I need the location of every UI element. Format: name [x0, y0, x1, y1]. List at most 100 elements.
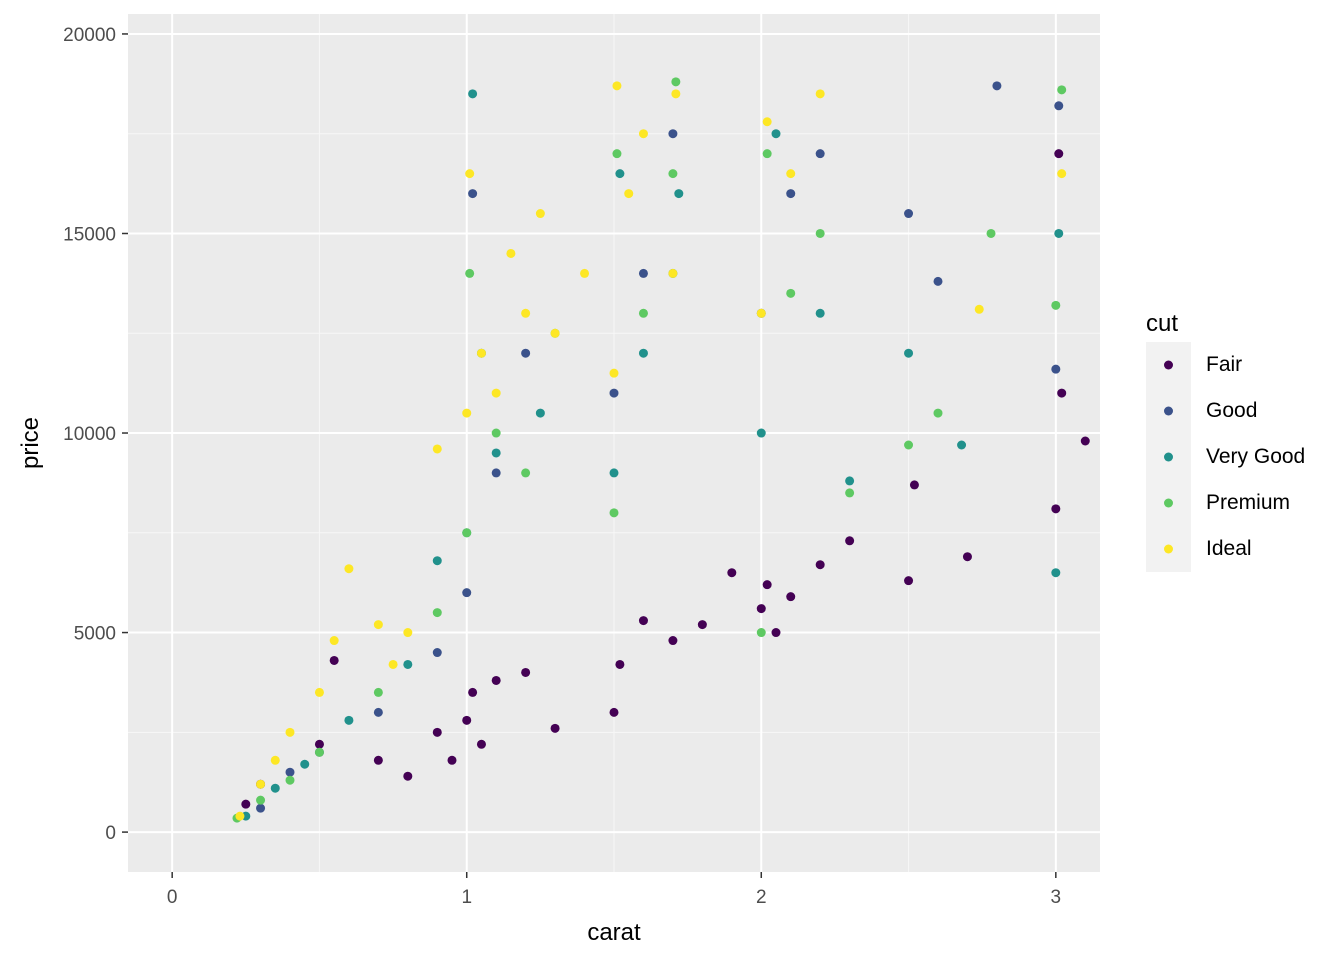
legend-title: cut — [1146, 310, 1179, 337]
data-point — [986, 228, 996, 238]
x-axis-title: carat — [587, 919, 641, 946]
data-point — [904, 209, 914, 219]
series-premium — [232, 77, 1067, 823]
data-point — [609, 707, 619, 717]
data-point — [845, 476, 855, 486]
y-tick-label: 15000 — [63, 224, 116, 245]
x-axis-ticks: 0 1 2 3 — [167, 872, 1061, 908]
data-point — [432, 608, 442, 618]
data-point — [403, 771, 413, 781]
data-point — [697, 620, 707, 630]
data-point — [465, 169, 475, 179]
data-point — [270, 755, 280, 765]
legend-item-fair: Fair — [1146, 342, 1242, 388]
data-point — [491, 428, 501, 438]
series-very-good — [241, 89, 1064, 821]
data-point — [786, 169, 796, 179]
x-tick-label: 1 — [461, 887, 472, 908]
data-point — [476, 739, 486, 749]
data-point — [550, 328, 560, 338]
data-point — [550, 723, 560, 733]
data-point — [671, 89, 681, 99]
data-point — [974, 304, 984, 314]
data-point — [432, 727, 442, 737]
data-point — [256, 795, 266, 805]
data-point — [468, 687, 478, 697]
legend-label: Good — [1206, 399, 1258, 422]
data-point — [756, 308, 766, 318]
data-point — [756, 628, 766, 638]
y-tick-label: 10000 — [63, 424, 116, 445]
data-point — [285, 727, 295, 737]
data-point — [344, 564, 354, 574]
data-point — [1051, 568, 1061, 578]
data-point — [845, 536, 855, 546]
data-point — [285, 767, 295, 777]
data-point — [403, 628, 413, 638]
data-point — [329, 636, 339, 646]
legend: cut Fair Good Very Good Premium Ideal — [1146, 306, 1305, 572]
x-tick-label: 2 — [756, 887, 767, 908]
data-point — [432, 556, 442, 566]
data-point — [491, 468, 501, 478]
data-point — [957, 440, 967, 450]
data-point — [285, 775, 295, 785]
data-point — [615, 659, 625, 669]
data-point — [756, 604, 766, 614]
data-point — [1054, 149, 1064, 159]
data-point — [1054, 101, 1064, 111]
data-point — [462, 528, 472, 538]
legend-item-premium: Premium — [1146, 480, 1290, 526]
data-point — [462, 588, 472, 598]
data-point — [521, 308, 531, 318]
data-point — [468, 89, 478, 99]
data-point — [756, 428, 766, 438]
data-point — [521, 348, 531, 358]
data-point — [762, 117, 772, 127]
data-point — [447, 755, 457, 765]
data-point — [638, 268, 648, 278]
data-point — [992, 81, 1002, 91]
data-point — [1051, 300, 1061, 310]
data-point — [815, 89, 825, 99]
x-tick-label: 3 — [1051, 887, 1062, 908]
legend-key-dot — [1146, 388, 1191, 434]
data-point — [491, 388, 501, 398]
data-point — [468, 189, 478, 199]
data-point — [674, 189, 684, 199]
data-point — [235, 811, 245, 821]
data-point — [624, 189, 634, 199]
major-gridlines — [128, 14, 1100, 872]
data-point — [638, 308, 648, 318]
data-point — [904, 440, 914, 450]
data-point — [815, 228, 825, 238]
data-point — [786, 592, 796, 602]
data-point — [432, 648, 442, 658]
data-point — [580, 268, 590, 278]
data-point — [668, 129, 678, 139]
data-point — [491, 448, 501, 458]
data-point — [300, 759, 310, 769]
x-tick-label: 0 — [167, 887, 178, 908]
data-point — [786, 288, 796, 298]
data-point — [373, 687, 383, 697]
legend-label: Ideal — [1206, 537, 1252, 560]
legend-item-very-good: Very Good — [1146, 434, 1305, 480]
data-point — [476, 348, 486, 358]
data-point — [432, 444, 442, 454]
data-point — [638, 616, 648, 626]
data-point — [344, 715, 354, 725]
data-point — [845, 488, 855, 498]
data-point — [671, 77, 681, 87]
data-point — [609, 388, 619, 398]
data-point — [388, 659, 398, 669]
legend-label: Premium — [1206, 491, 1291, 514]
data-point — [933, 408, 943, 418]
data-point — [314, 747, 324, 757]
legend-keys: Fair Good Very Good Premium Ideal — [1146, 342, 1305, 572]
data-point — [521, 468, 531, 478]
data-point — [256, 779, 266, 789]
data-point — [962, 552, 972, 562]
y-tick-label: 20000 — [63, 25, 116, 46]
